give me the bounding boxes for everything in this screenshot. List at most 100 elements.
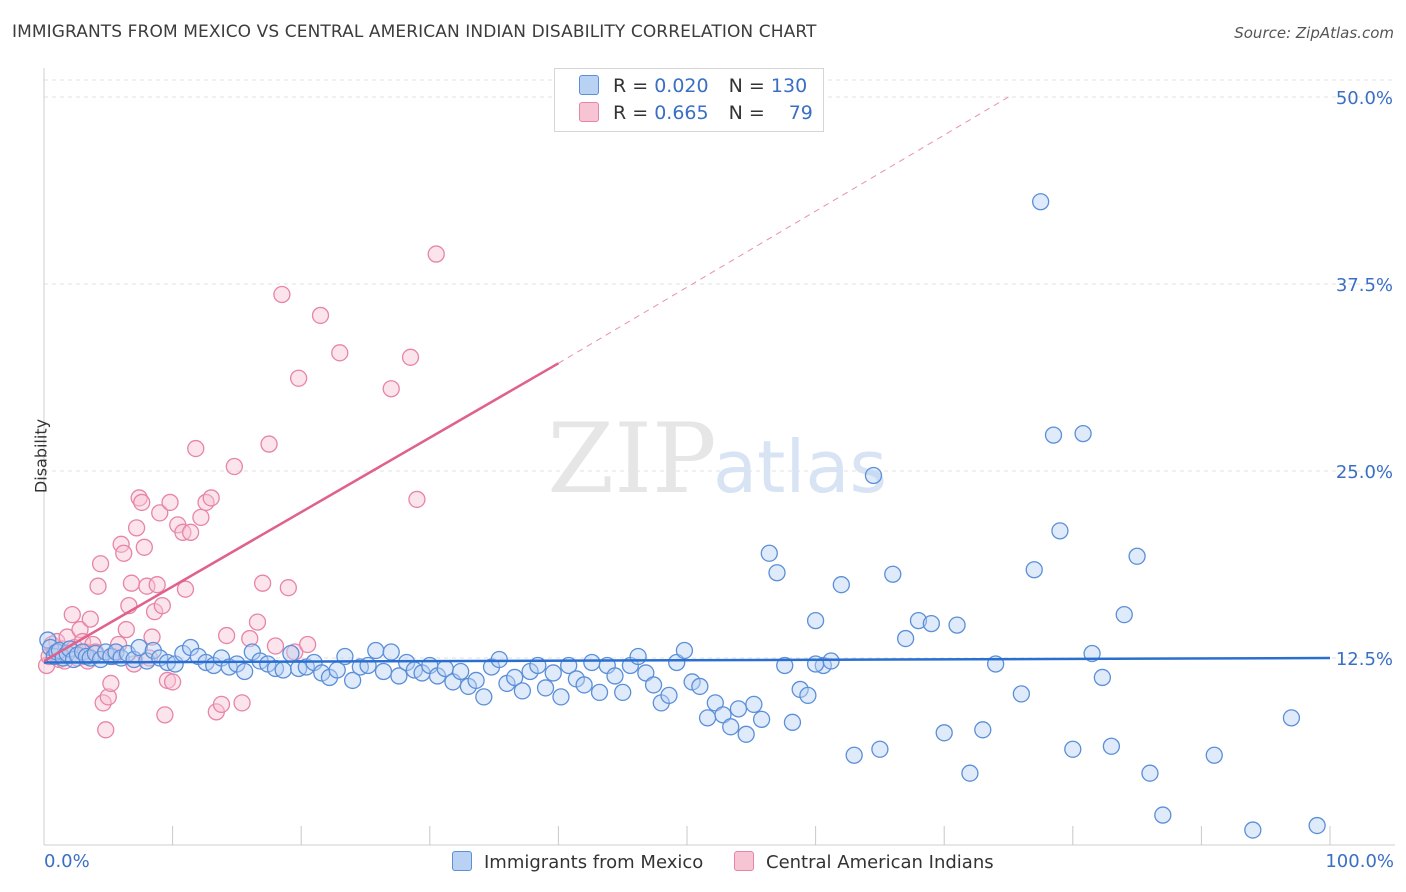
data-point (783, 713, 802, 731)
data-point (660, 686, 678, 705)
data-point (153, 596, 171, 615)
data-point (202, 489, 220, 507)
data-point (382, 380, 400, 398)
data-point (99, 688, 117, 706)
data-point (248, 613, 267, 631)
legend-row-blue: R = 0.020 N = 130 (579, 75, 807, 99)
watermark-atlas: atlas (713, 425, 887, 509)
y-tick-label: 12.5% (1336, 649, 1393, 670)
data-point (606, 667, 624, 685)
data-point (1282, 709, 1301, 727)
data-point (806, 655, 825, 673)
data-point (922, 614, 940, 633)
bottom-legend-pink: Central American Indians (734, 851, 994, 873)
data-point (806, 611, 825, 630)
data-point (614, 683, 632, 702)
data-point (544, 664, 562, 682)
data-point (181, 523, 200, 541)
correlation-legend: R = 0.020 N = 130 R = 0.665 N = 79 (554, 68, 824, 132)
data-point (691, 677, 709, 696)
data-point (130, 638, 148, 657)
y-tick-label: 25.0% (1336, 462, 1393, 483)
data-point (1102, 737, 1121, 755)
data-point (884, 565, 902, 583)
data-point (1074, 424, 1092, 443)
legend-n-label-blue: N = (728, 75, 765, 97)
data-point (91, 555, 110, 573)
data-point (161, 493, 179, 512)
data-point (289, 369, 308, 387)
data-point (298, 635, 317, 654)
data-point (552, 688, 570, 706)
data-point (1308, 816, 1326, 835)
data-point (896, 629, 915, 648)
data-point (776, 656, 794, 675)
legend-r-value-blue: 0.020 (654, 75, 709, 97)
grid-lines (44, 79, 1395, 659)
bottom-legend-swatch-blue (452, 851, 472, 871)
data-point (737, 725, 755, 743)
y-tick-label: 37.5% (1336, 275, 1393, 296)
source-credit: Source: ZipAtlas.com (1234, 24, 1394, 42)
data-point (706, 694, 724, 712)
bottom-legend-label-blue: Immigrants from Mexico (484, 852, 704, 873)
data-point (961, 764, 979, 782)
data-point (871, 740, 889, 758)
data-point (583, 653, 601, 672)
data-point (1244, 821, 1262, 839)
data-point (401, 348, 420, 366)
legend-r-value-pink: 0.665 (654, 102, 709, 124)
data-point (233, 694, 251, 712)
data-point (63, 605, 81, 624)
bottom-legend-blue: Immigrants from Mexico (452, 851, 703, 873)
data-point (698, 709, 717, 727)
legend-row-pink: R = 0.665 N = 79 (579, 102, 813, 126)
data-point (1044, 426, 1063, 444)
data-point (714, 706, 732, 724)
data-point (475, 688, 493, 706)
data-point (452, 662, 470, 681)
y-tick-label: 50.0% (1336, 88, 1393, 109)
data-point (1115, 605, 1133, 624)
data-point (427, 245, 445, 263)
data-point (89, 577, 107, 595)
data-point (127, 519, 146, 537)
data-point (133, 493, 151, 512)
data-point (506, 668, 524, 687)
data-point (163, 673, 182, 691)
data-point (668, 653, 686, 672)
data-point (253, 574, 272, 592)
data-point (382, 643, 400, 661)
data-point (1141, 764, 1159, 782)
data-point (752, 710, 771, 728)
data-point (644, 676, 663, 694)
data-point (151, 504, 169, 522)
data-point (1093, 668, 1112, 687)
data-point (1154, 806, 1172, 824)
data-point (1064, 740, 1082, 758)
data-point (156, 706, 174, 724)
bottom-legend-swatch-pink (734, 851, 754, 871)
zipatlas-watermark: ZIP atlas (547, 403, 887, 515)
data-point (374, 662, 393, 681)
legend-swatch-blue (579, 75, 599, 95)
data-point (97, 721, 115, 739)
bottom-legend-label-pink: Central American Indians (766, 852, 994, 873)
y-tick-labels: 12.5% 25.0% 37.5% 50.0% (1336, 88, 1393, 670)
data-point (212, 695, 231, 714)
x-tick-label-max: 100.0% (1325, 851, 1394, 872)
trend-lines (43, 96, 1331, 664)
watermark-zip: ZIP (547, 403, 716, 515)
data-point (235, 662, 254, 681)
data-point (675, 641, 694, 660)
data-point (135, 538, 153, 556)
data-point (1012, 685, 1031, 703)
data-point (143, 628, 161, 646)
chart-title: IMMIGRANTS FROM MEXICO VS CENTRAL AMERIC… (12, 22, 817, 42)
data-point (241, 629, 259, 648)
data-point (390, 667, 408, 685)
data-point (176, 580, 195, 598)
data-point (115, 544, 133, 562)
data-point (513, 682, 532, 700)
